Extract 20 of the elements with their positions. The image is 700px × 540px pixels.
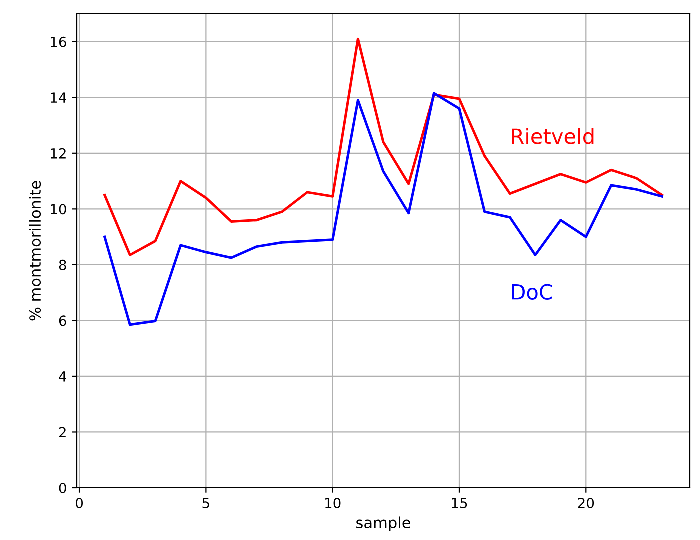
y-tick-label: 12 — [51, 148, 66, 159]
x-tick-label: 15 — [452, 498, 468, 508]
line-series — [104, 92, 664, 326]
y-tick-label: 16 — [51, 36, 66, 48]
series-label: Rietveld — [512, 128, 594, 144]
line-series — [104, 38, 664, 256]
y-tick-label: 6 — [59, 316, 66, 326]
y-tick-label: 4 — [59, 372, 66, 382]
y-tick-label: 0 — [59, 482, 66, 494]
x-tick-label: 10 — [326, 498, 341, 508]
x-axis-title: sample — [356, 516, 410, 532]
y-tick-label: 8 — [59, 260, 66, 270]
y-axis-title: % montmorillonite — [29, 181, 42, 321]
x-tick-label: 0 — [76, 498, 84, 508]
x-tick-label: 20 — [578, 498, 594, 508]
y-tick-label: 10 — [51, 204, 66, 215]
x-tick-label: 5 — [202, 498, 210, 508]
y-tick-label: 14 — [51, 92, 66, 103]
y-tick-label: 2 — [59, 427, 66, 438]
series-label: DoC — [512, 284, 552, 300]
